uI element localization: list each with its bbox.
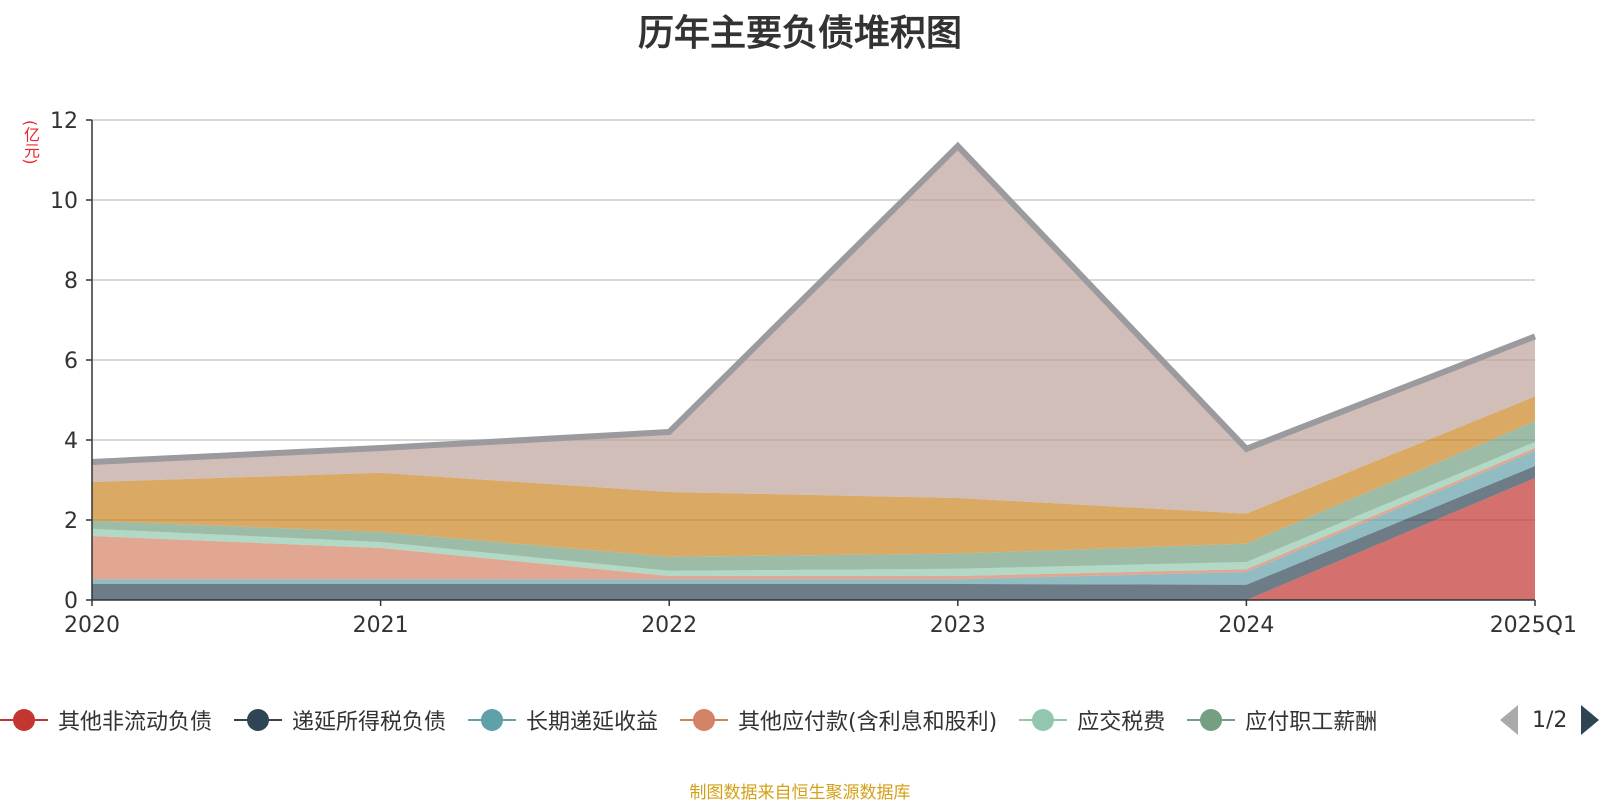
legend-marker-icon <box>0 705 48 735</box>
legend-prev-icon[interactable] <box>1500 705 1518 735</box>
legend-label: 长期递延收益 <box>526 710 659 735</box>
y-tick-label: 2 <box>64 509 78 534</box>
legend-label: 其他非流动负债 <box>58 710 213 735</box>
legend-label: 递延所得税负债 <box>292 710 447 735</box>
chart-area: 0 2 4 6 8 10 12 2020 2021 2022 2023 2024 2025Q1 <box>50 109 1577 638</box>
legend-item[interactable]: 其他应付款(含利息和股利) <box>680 704 997 736</box>
legend-item[interactable]: 长期递延收益 <box>468 704 658 736</box>
y-axis-unit-label: (亿元) <box>21 120 40 165</box>
legend-page-indicator: 1/2 <box>1532 707 1568 733</box>
y-tick-label: 6 <box>64 349 78 374</box>
legend-label: 应交税费 <box>1077 710 1166 735</box>
x-tick-label: 2021 <box>353 613 409 638</box>
legend-item[interactable]: 其他非流动负债 <box>0 704 212 736</box>
x-tick-label: 2020 <box>64 613 120 638</box>
y-tick-label: 10 <box>50 189 78 214</box>
area-series-0 <box>92 478 1535 600</box>
legend-item[interactable]: 应交税费 <box>1019 704 1165 736</box>
area-series-6 <box>92 396 1535 557</box>
chart-title: 历年主要负债堆积图 <box>637 13 962 54</box>
legend-marker-icon <box>1019 705 1068 735</box>
legend-pager: 1/2 <box>1500 702 1600 738</box>
total-line <box>91 141 1537 465</box>
legend-item[interactable]: 应付职工薪酬 <box>1187 704 1377 736</box>
legend-label: 其他应付款(含利息和股利) <box>738 710 998 735</box>
x-tick-label: 2024 <box>1218 613 1274 638</box>
area-series-1 <box>92 466 1535 600</box>
x-tick-label: 2022 <box>641 613 697 638</box>
legend-label: 应付职工薪酬 <box>1245 710 1378 735</box>
y-tick-label: 8 <box>64 269 78 294</box>
area-series-7 <box>92 146 1535 514</box>
source-note: 制图数据来自恒生聚源数据库 <box>689 783 911 803</box>
x-tick-label: 2025Q1 <box>1490 613 1577 638</box>
legend-item[interactable]: 递延所得税负债 <box>234 704 446 736</box>
area-series-3 <box>92 448 1535 580</box>
legend: 其他非流动负债 递延所得税负债 长期递延收益 其他应付款(含利息和股利) 应交税费 应付职… <box>0 702 1399 738</box>
y-tick-label: 4 <box>64 429 78 454</box>
x-tick-label: 2023 <box>930 613 986 638</box>
legend-marker-icon <box>1187 705 1236 735</box>
legend-next-icon[interactable] <box>1581 705 1600 735</box>
legend-marker-icon <box>234 705 283 735</box>
legend-marker-icon <box>468 705 517 735</box>
y-tick-label: 0 <box>64 589 78 614</box>
legend-marker-icon <box>680 705 729 735</box>
y-tick-label: 12 <box>50 109 78 134</box>
